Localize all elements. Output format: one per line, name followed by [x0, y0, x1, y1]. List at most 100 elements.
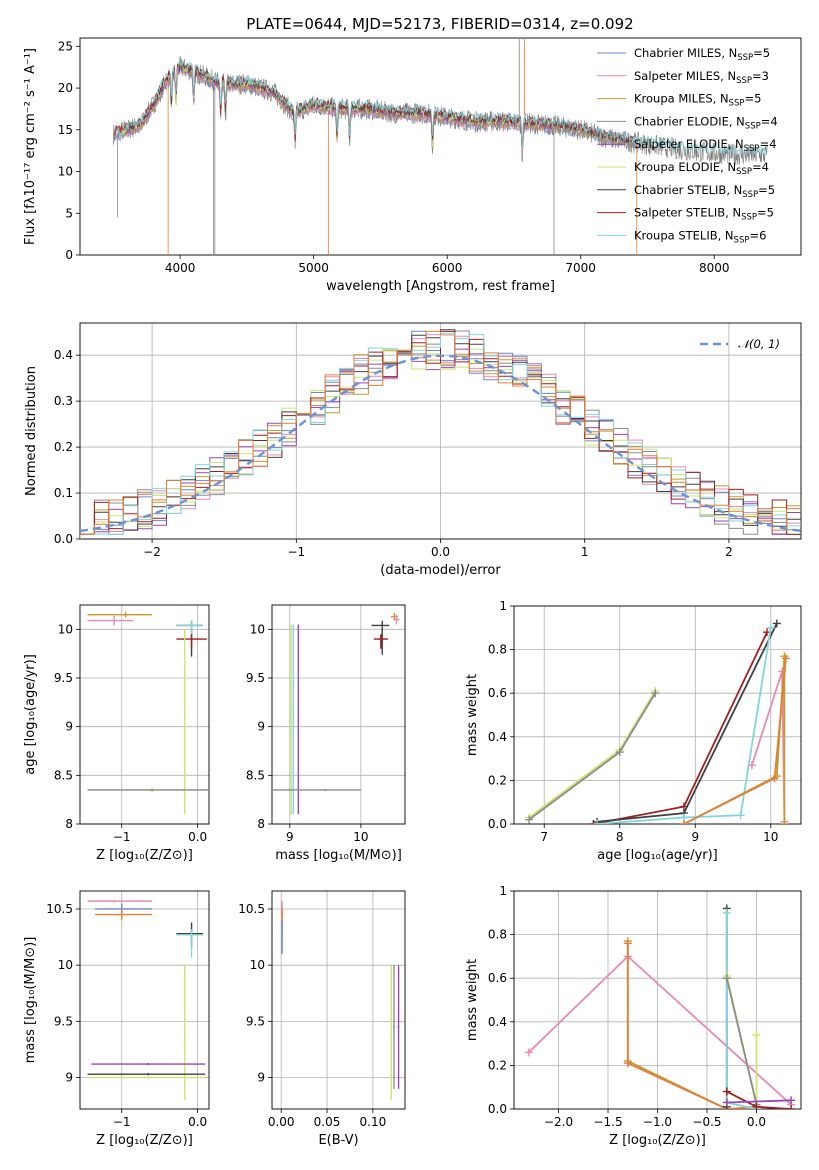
- x-tick-label: 0.0: [188, 1115, 207, 1129]
- legend-entry: Salpeter ELODIE, NSSP=4: [634, 137, 777, 154]
- y-axis-label: Flux [fλ10⁻¹⁷ erg cm⁻² s⁻¹ A⁻¹]: [23, 48, 38, 245]
- weight-line: [528, 690, 656, 819]
- x-axis-label: E(B-V): [318, 1133, 358, 1148]
- legend: Chabrier MILES, NSSP=5 Salpeter MILES, NS…: [597, 46, 778, 245]
- y-tick-label: 0.8: [488, 928, 507, 942]
- x-tick-label: −1.0: [643, 1115, 672, 1129]
- weight-line: [528, 692, 656, 821]
- x-axis-label: (data-model)/error: [380, 563, 501, 578]
- x-tick-label: 0.0: [747, 1115, 766, 1129]
- weight-marker: [772, 619, 781, 628]
- axes-frame: [79, 37, 802, 256]
- y-tick-label: 0.4: [488, 1015, 507, 1029]
- plot-area: [87, 899, 206, 1101]
- legend-entry: Kroupa ELODIE, NSSP=4: [634, 160, 769, 177]
- weight-marker: [736, 811, 745, 820]
- y-tick-label: 0.8: [488, 643, 507, 657]
- x-tick-label: 6000: [432, 261, 463, 275]
- plot-area: [281, 901, 400, 1101]
- chart-mass_vs_Z: −1 0.0 9 9.5 10 10.5 Z [log₁₀(Z/Z⊙)] mass [log₁…: [23, 890, 210, 1148]
- y-tick-label: 0.4: [54, 348, 73, 362]
- figure-title: PLATE=0644, MJD=52173, FIBERID=0314, z=0…: [246, 15, 633, 33]
- y-tick-label: 0.6: [488, 971, 507, 985]
- legend-entry: Chabrier MILES, NSSP=5: [634, 46, 770, 63]
- y-tick-label: 9.5: [54, 671, 73, 685]
- weight-marker: [722, 1098, 731, 1107]
- y-tick-label: 20: [58, 81, 73, 95]
- axes-frame: [513, 890, 802, 1110]
- y-tick-label: 9: [65, 720, 73, 734]
- x-axis-label: Z [log₁₀(Z/Z⊙)]: [609, 1133, 706, 1148]
- axes-frame: [79, 890, 210, 1110]
- legend-entry: 𝒩(0, 1): [738, 337, 780, 351]
- legend-entry: Kroupa MILES, NSSP=5: [634, 92, 761, 109]
- chart-age_vs_mass: 9 10 8 8.5 9 9.5 10 mass [log₁₀(M/M⊙)]: [246, 604, 406, 863]
- weight-marker: [766, 623, 775, 632]
- weight-marker: [623, 939, 632, 948]
- x-tick-label: −2: [143, 545, 161, 559]
- plot-area: [87, 611, 209, 815]
- weight-marker: [651, 689, 660, 698]
- y-tick-label: 0: [65, 248, 73, 262]
- x-tick-label: −1: [113, 830, 131, 844]
- plot-area: [525, 619, 790, 824]
- chart-age_vs_Z: −1 0.0 8 8.5 9 9.5 10 Z [log₁₀(Z/Z⊙)] age [log₁₀…: [23, 604, 210, 863]
- x-axis-label: age [log₁₀(age/yr)]: [597, 848, 718, 863]
- x-tick-label: 8000: [699, 261, 730, 275]
- x-axis-label: Z [log₁₀(Z/Z⊙)]: [96, 848, 193, 863]
- x-tick-label: −1.5: [593, 1115, 622, 1129]
- x-tick-label: 0.0: [188, 830, 207, 844]
- x-tick-label: 5000: [298, 261, 329, 275]
- x-tick-label: 2: [725, 545, 733, 559]
- y-tick-label: 1: [499, 884, 507, 898]
- x-tick-label: 8: [616, 830, 624, 844]
- weight-marker: [780, 820, 789, 824]
- weight-marker: [524, 1048, 533, 1057]
- y-tick-label: 0.2: [488, 1058, 507, 1072]
- x-tick-label: 0.10: [360, 1115, 387, 1129]
- y-tick-label: 0.0: [488, 817, 507, 831]
- legend-entry: Chabrier STELIB, NSSP=5: [634, 183, 775, 200]
- x-axis-label: wavelength [Angstrom, rest frame]: [326, 279, 555, 294]
- chart-mass_vs_EBV: 0.00 0.05 0.10 9 9.5 10 10.5 E(B-V): [238, 890, 406, 1148]
- weight-line: [597, 627, 772, 824]
- weight-marker: [770, 774, 779, 783]
- y-axis-label: Normed distribution: [24, 366, 39, 496]
- weight-marker: [752, 1030, 761, 1039]
- y-tick-label: 10: [250, 958, 265, 972]
- x-tick-label: 7000: [565, 261, 596, 275]
- weight-marker: [623, 1059, 632, 1068]
- chart-residuals: −2 −1 0.0 1 2 0.0 0.1 0.2 0.3 0.4 (data-model)/err…: [24, 322, 802, 578]
- y-tick-label: 9.5: [54, 1014, 73, 1028]
- y-axis-label: mass weight: [465, 674, 480, 756]
- plot-area: [80, 329, 801, 539]
- y-tick-label: 10: [58, 958, 73, 972]
- y-tick-label: 9: [257, 720, 265, 734]
- model-spectrum: [126, 64, 554, 157]
- y-tick-label: 9: [65, 1071, 73, 1085]
- weight-line: [725, 912, 757, 1109]
- y-tick-label: 0.2: [488, 773, 507, 787]
- y-tick-label: 8: [65, 817, 73, 831]
- weight-line: [626, 943, 757, 1109]
- y-tick-label: 0.4: [488, 730, 507, 744]
- y-tick-label: 9.5: [246, 1014, 265, 1028]
- y-tick-label: 0.3: [54, 394, 73, 408]
- x-tick-label: 9: [286, 830, 294, 844]
- axes-frame: [271, 604, 406, 825]
- weight-marker: [752, 1102, 761, 1109]
- weight-marker: [679, 820, 688, 824]
- legend-entry: Kroupa STELIB, NSSP=6: [634, 228, 766, 245]
- y-tick-label: 0.0: [54, 532, 73, 546]
- x-tick-label: 0.05: [314, 1115, 341, 1129]
- residual-histogram: [80, 330, 801, 539]
- x-tick-label: −1: [113, 1115, 131, 1129]
- y-tick-label: 10: [58, 165, 73, 179]
- weight-marker: [781, 654, 790, 663]
- y-tick-label: 0.6: [488, 686, 507, 700]
- chart-spectrum: 4000 5000 6000 7000 8000 0 5 10 15 20 25 wavelength…: [23, 37, 802, 294]
- y-tick-label: 1: [499, 599, 507, 613]
- weight-line: [726, 1099, 792, 1104]
- x-tick-label: 0.00: [268, 1115, 295, 1129]
